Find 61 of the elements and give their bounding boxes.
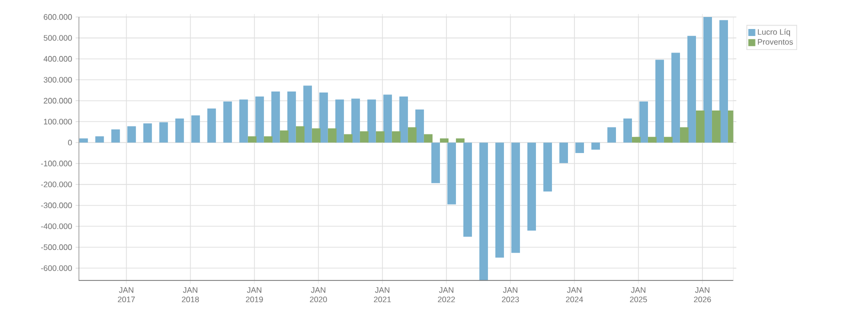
bar (687, 36, 696, 143)
bar (360, 131, 369, 143)
bar (280, 130, 289, 143)
bar (648, 136, 657, 143)
bar (639, 102, 648, 143)
bar (239, 99, 248, 143)
bar (703, 17, 712, 143)
bar (408, 127, 417, 143)
bar (376, 131, 385, 143)
bar (511, 142, 520, 253)
bar (632, 136, 641, 143)
bar (623, 118, 632, 143)
bar (655, 60, 664, 143)
bar (319, 92, 328, 143)
bar (111, 129, 120, 143)
bar (591, 142, 600, 150)
bar (479, 142, 488, 281)
bar (351, 98, 360, 143)
bar (680, 127, 689, 143)
bar (447, 142, 456, 204)
bar (191, 115, 200, 143)
bar (328, 128, 337, 143)
bar (271, 92, 280, 143)
bar (367, 99, 376, 143)
bar (671, 52, 680, 143)
bar (664, 136, 673, 143)
bar (79, 138, 88, 143)
bar (440, 138, 449, 143)
bar (607, 127, 616, 143)
bar (95, 136, 104, 143)
bar (303, 86, 312, 143)
bar (255, 96, 264, 143)
bar (344, 134, 353, 143)
bar (719, 20, 728, 143)
bar (248, 136, 257, 143)
bar (463, 142, 472, 237)
bar (207, 108, 216, 143)
bar (543, 142, 552, 192)
bar (159, 122, 168, 143)
bar (392, 131, 401, 143)
bar (456, 138, 465, 143)
bar (143, 123, 152, 143)
bar (312, 128, 321, 143)
bar (335, 99, 344, 143)
bar (575, 142, 584, 154)
bar (287, 92, 296, 143)
bar (696, 110, 705, 143)
bar (527, 142, 536, 231)
bar (431, 142, 440, 184)
bar (383, 94, 392, 143)
bar (264, 136, 273, 143)
bar (296, 126, 305, 143)
bar (424, 134, 433, 143)
bar (399, 96, 408, 143)
bar (223, 102, 232, 143)
bar (559, 142, 568, 164)
bar (127, 126, 136, 143)
bar (712, 110, 721, 143)
bar (415, 110, 424, 143)
bar (495, 142, 504, 258)
bar (175, 118, 184, 143)
